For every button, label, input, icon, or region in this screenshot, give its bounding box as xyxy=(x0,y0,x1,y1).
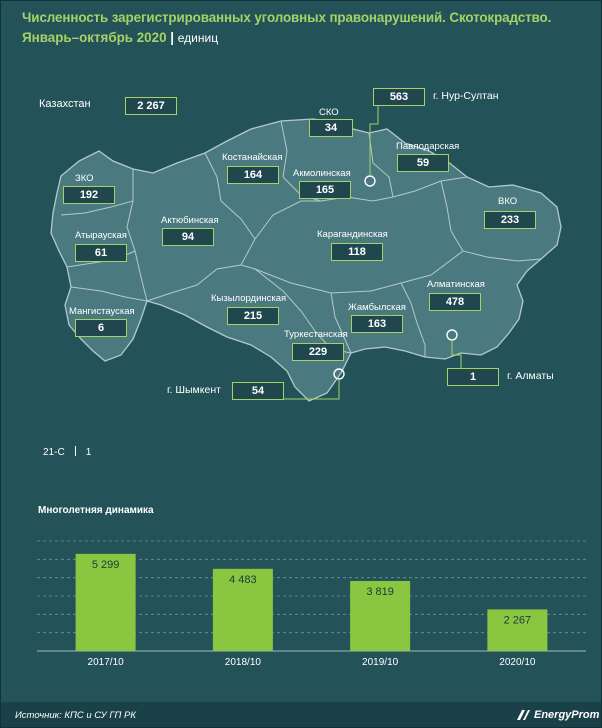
bar-2020-10 xyxy=(487,609,548,651)
bar-2018-10 xyxy=(212,568,273,651)
region-label-akt: Актюбинская xyxy=(161,215,219,226)
city-label-shymkent: г. Шымкент xyxy=(167,384,221,396)
code-label: 21-С xyxy=(43,447,65,458)
bar-chart: 5 299 2017/10 4 483 2018/10 3 819 2019/10 2 26… xyxy=(37,540,586,668)
energyprom-logo: EnergyProm xyxy=(515,707,599,723)
border-kost-akt xyxy=(204,152,256,240)
category-label: 2020/10 xyxy=(499,657,536,668)
nur-sultan-leader xyxy=(369,105,379,176)
region-label-zko: ЗКО xyxy=(75,173,94,184)
region-label-kost: Костанайская xyxy=(222,152,283,163)
code-separator xyxy=(74,446,76,456)
region-label-akm: Акмолинская xyxy=(293,168,351,179)
region-label-kar: Карагандинская xyxy=(317,229,388,240)
border-mang xyxy=(70,286,148,302)
almaty-leader xyxy=(451,340,462,368)
code-value: 1 xyxy=(85,447,92,458)
title-separator: | xyxy=(170,30,175,45)
border-zham-alm xyxy=(400,282,426,357)
almaty-marker xyxy=(446,329,458,341)
border-akt-kyz xyxy=(146,238,256,302)
total-label: Казахстан xyxy=(39,98,91,110)
region-value-kar: 118 xyxy=(331,243,383,261)
region-label-pav: Павлодарская xyxy=(396,141,460,152)
statistical-code: 21-С 1 xyxy=(43,446,91,458)
region-value-mang: 6 xyxy=(75,319,127,337)
region-label-atyrau: Атырауская xyxy=(75,230,127,241)
category-label: 2019/10 xyxy=(362,657,399,668)
kazakhstan-map xyxy=(50,118,562,402)
region-value-akm: 165 xyxy=(299,181,351,199)
city-label-almaty: г. Алматы xyxy=(507,370,554,382)
title: Численность зарегистрированных уголовных… xyxy=(22,10,552,25)
logo-mark-icon xyxy=(517,710,530,720)
city-label-nur-sultan: г. Нур-Султан xyxy=(433,90,499,102)
bar-value-label: 5 299 xyxy=(92,559,120,571)
region-value-turk: 229 xyxy=(292,343,344,361)
region-value-kyz: 215 xyxy=(227,307,279,325)
region-value-zko: 192 xyxy=(63,186,115,204)
bar-value-label: 3 819 xyxy=(366,586,394,598)
region-label-zham: Жамбылская xyxy=(348,302,406,313)
region-label-alm: Алматинская xyxy=(427,279,485,290)
border-akm-kar xyxy=(254,196,394,240)
region-value-alm: 478 xyxy=(429,293,481,311)
border-west xyxy=(126,169,148,302)
region-label-mang: Мангистауская xyxy=(69,306,135,317)
bar-2017-10 xyxy=(75,553,136,651)
footer-bar xyxy=(1,702,601,727)
bar-value-label: 2 267 xyxy=(504,614,532,626)
border-kar-south xyxy=(254,250,464,294)
region-value-vko: 233 xyxy=(484,211,536,229)
total-value: 2 267 xyxy=(125,97,177,115)
region-label-turk: Туркестанская xyxy=(284,329,348,340)
border-zko xyxy=(60,200,134,216)
region-value-sko: 34 xyxy=(309,119,353,137)
source-text: Источник: КПС и СУ ГП РК xyxy=(15,710,136,721)
region-value-akt: 94 xyxy=(162,228,214,246)
bar-2019-10 xyxy=(350,580,411,651)
region-value-zham: 163 xyxy=(351,315,403,333)
logo-text: EnergyProm xyxy=(534,709,600,721)
border-turk-zham xyxy=(330,292,352,354)
category-label: 2018/10 xyxy=(225,657,262,668)
city-value-almaty: 1 xyxy=(447,368,499,386)
region-value-kost: 164 xyxy=(227,166,279,184)
period: Январь–октябрь 2020 xyxy=(22,30,167,45)
chart-title: Многолетняя динамика xyxy=(38,505,154,516)
city-value-shymkent: 54 xyxy=(232,382,284,400)
category-label: 2017/10 xyxy=(88,657,125,668)
region-value-pav: 59 xyxy=(397,154,449,172)
shymkent-marker xyxy=(333,368,345,380)
nur-sultan-marker xyxy=(364,175,376,187)
bar-value-label: 4 483 xyxy=(229,574,257,586)
subtitle: Январь–октябрь 2020 | единиц xyxy=(22,30,218,45)
region-label-vko: ВКО xyxy=(498,196,518,207)
unit: единиц xyxy=(177,31,219,45)
region-label-sko: СКО xyxy=(319,107,339,118)
region-label-kyz: Кызылординская xyxy=(211,293,287,304)
city-value-nur-sultan: 563 xyxy=(373,88,425,106)
region-value-atyrau: 61 xyxy=(75,244,127,262)
